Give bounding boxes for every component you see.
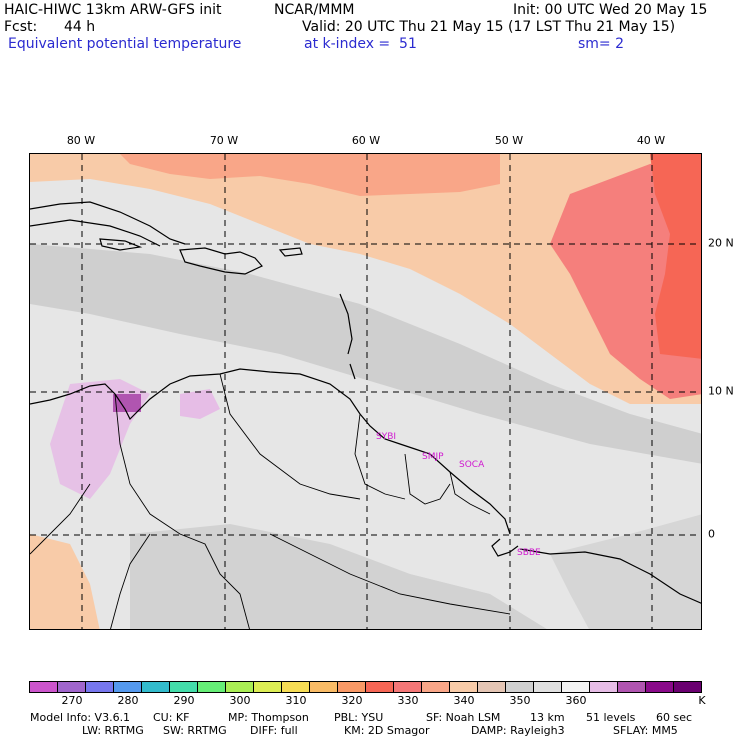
- footer-diffusion: DIFF: full: [250, 724, 298, 737]
- lat-label-20n: 20 N: [708, 236, 734, 250]
- footer-longwave: LW: RRTMG: [82, 724, 144, 737]
- colorbar-segment: [226, 682, 254, 692]
- colorbar-label-280: 280: [117, 694, 139, 707]
- colorbar-segment: [394, 682, 422, 692]
- colorbar-unit: K: [698, 694, 706, 707]
- colorbar-label-270: 270: [61, 694, 83, 707]
- hispaniola-coast: [179, 247, 263, 275]
- map-canvas: [30, 154, 701, 629]
- lat-label-10n: 10 N: [708, 384, 734, 398]
- colorbar-label-290: 290: [173, 694, 195, 707]
- forecast-label: Fcst:: [4, 19, 38, 35]
- colorbar-label-330: 330: [397, 694, 419, 707]
- footer-microphysics: MP: Thompson: [228, 711, 309, 724]
- field-320k-region: [650, 154, 701, 359]
- station-label-smjp: SMJP: [422, 452, 444, 462]
- amazon-mouth: [491, 538, 519, 557]
- station-label-sbbe: SBBE: [517, 548, 541, 558]
- colorbar-segment: [170, 682, 198, 692]
- south-america-north-coast: [30, 368, 511, 535]
- colorbar-segment: [310, 682, 338, 692]
- colorbar-segment: [338, 682, 366, 692]
- colorbar-segment: [114, 682, 142, 692]
- map-panel: [29, 153, 702, 630]
- lon-label-60w: 60 W: [351, 134, 381, 147]
- colorbar-segment: [562, 682, 590, 692]
- colorbar-segment: [30, 682, 58, 692]
- colorbar-segment: [58, 682, 86, 692]
- cuba-coast: [30, 201, 186, 245]
- footer-model-info: Model Info: V3.6.1: [30, 711, 131, 724]
- model-title: HAIC-HIWC 13km ARW-GFS init: [4, 2, 222, 18]
- station-label-soca: SOCA: [459, 460, 485, 470]
- colorbar-segment: [422, 682, 450, 692]
- colorbar-segment: [590, 682, 618, 692]
- colorbar-label-360: 360: [565, 694, 587, 707]
- field-name: Equivalent potential temperature: [8, 36, 242, 52]
- puerto-rico-coast: [278, 247, 303, 257]
- colorbar-segment: [86, 682, 114, 692]
- colorbar-segment: [534, 682, 562, 692]
- footer-resolution: 13 km: [530, 711, 565, 724]
- colorbar-segment: [254, 682, 282, 692]
- field-370k-patch: [113, 394, 141, 412]
- colorbar-segment: [142, 682, 170, 692]
- lon-label-80w: 80 W: [66, 134, 96, 147]
- valid-time: Valid: 20 UTC Thu 21 May 15 (17 LST Thu …: [302, 19, 676, 35]
- footer-damping: DAMP: Rayleigh3: [471, 724, 565, 737]
- lon-label-70w: 70 W: [209, 134, 239, 147]
- field-340k-region: [30, 154, 701, 404]
- jamaica-coast: [99, 238, 143, 251]
- footer-timestep: 60 sec: [656, 711, 693, 724]
- footer-eddy: KM: 2D Smagor: [344, 724, 430, 737]
- colorbar-segment: [506, 682, 534, 692]
- colorbar-segment: [198, 682, 226, 692]
- level-label: at k-index = 51: [304, 36, 417, 52]
- lon-label-50w: 50 W: [494, 134, 524, 147]
- colorbar-segment: [646, 682, 674, 692]
- field-365k-patch-central: [180, 389, 220, 419]
- colorbar-segment: [478, 682, 506, 692]
- colorbar-segment: [366, 682, 394, 692]
- colorbar-segment: [618, 682, 646, 692]
- footer-surface: SF: Noah LSM: [426, 711, 501, 724]
- field-350k-southeast: [550, 514, 701, 629]
- colorbar-label-300: 300: [229, 694, 251, 707]
- colorbar-label-310: 310: [285, 694, 307, 707]
- org-label: NCAR/MMM: [274, 2, 355, 18]
- country-borders: [30, 373, 511, 629]
- lon-label-40w: 40 W: [636, 134, 666, 147]
- colorbar: [29, 681, 702, 693]
- coastlines: [30, 201, 701, 604]
- field-330k-region-north: [120, 154, 500, 196]
- footer-levels: 51 levels: [586, 711, 636, 724]
- init-time: Init: 00 UTC Wed 20 May 15: [513, 2, 708, 18]
- colorbar-label-350: 350: [509, 694, 531, 707]
- footer-cumulus: CU: KF: [153, 711, 190, 724]
- colorbar-label-320: 320: [341, 694, 363, 707]
- colorbar-segment: [674, 682, 701, 692]
- footer-pbl: PBL: YSU: [334, 711, 384, 724]
- smoothing-label: sm= 2: [578, 36, 625, 52]
- footer-surface-layer: SFLAY: MM5: [613, 724, 678, 737]
- station-label-sybi: SYBI: [376, 432, 397, 442]
- lat-label-0: 0: [708, 527, 715, 541]
- graticule: [30, 154, 701, 629]
- lesser-antilles-arc: [339, 293, 356, 380]
- forecast-hour: 44 h: [64, 19, 96, 35]
- colorbar-segment: [282, 682, 310, 692]
- field-350k-band: [30, 244, 701, 464]
- colorbar-segment: [450, 682, 478, 692]
- footer-shortwave: SW: RRTMG: [163, 724, 227, 737]
- colorbar-label-340: 340: [453, 694, 475, 707]
